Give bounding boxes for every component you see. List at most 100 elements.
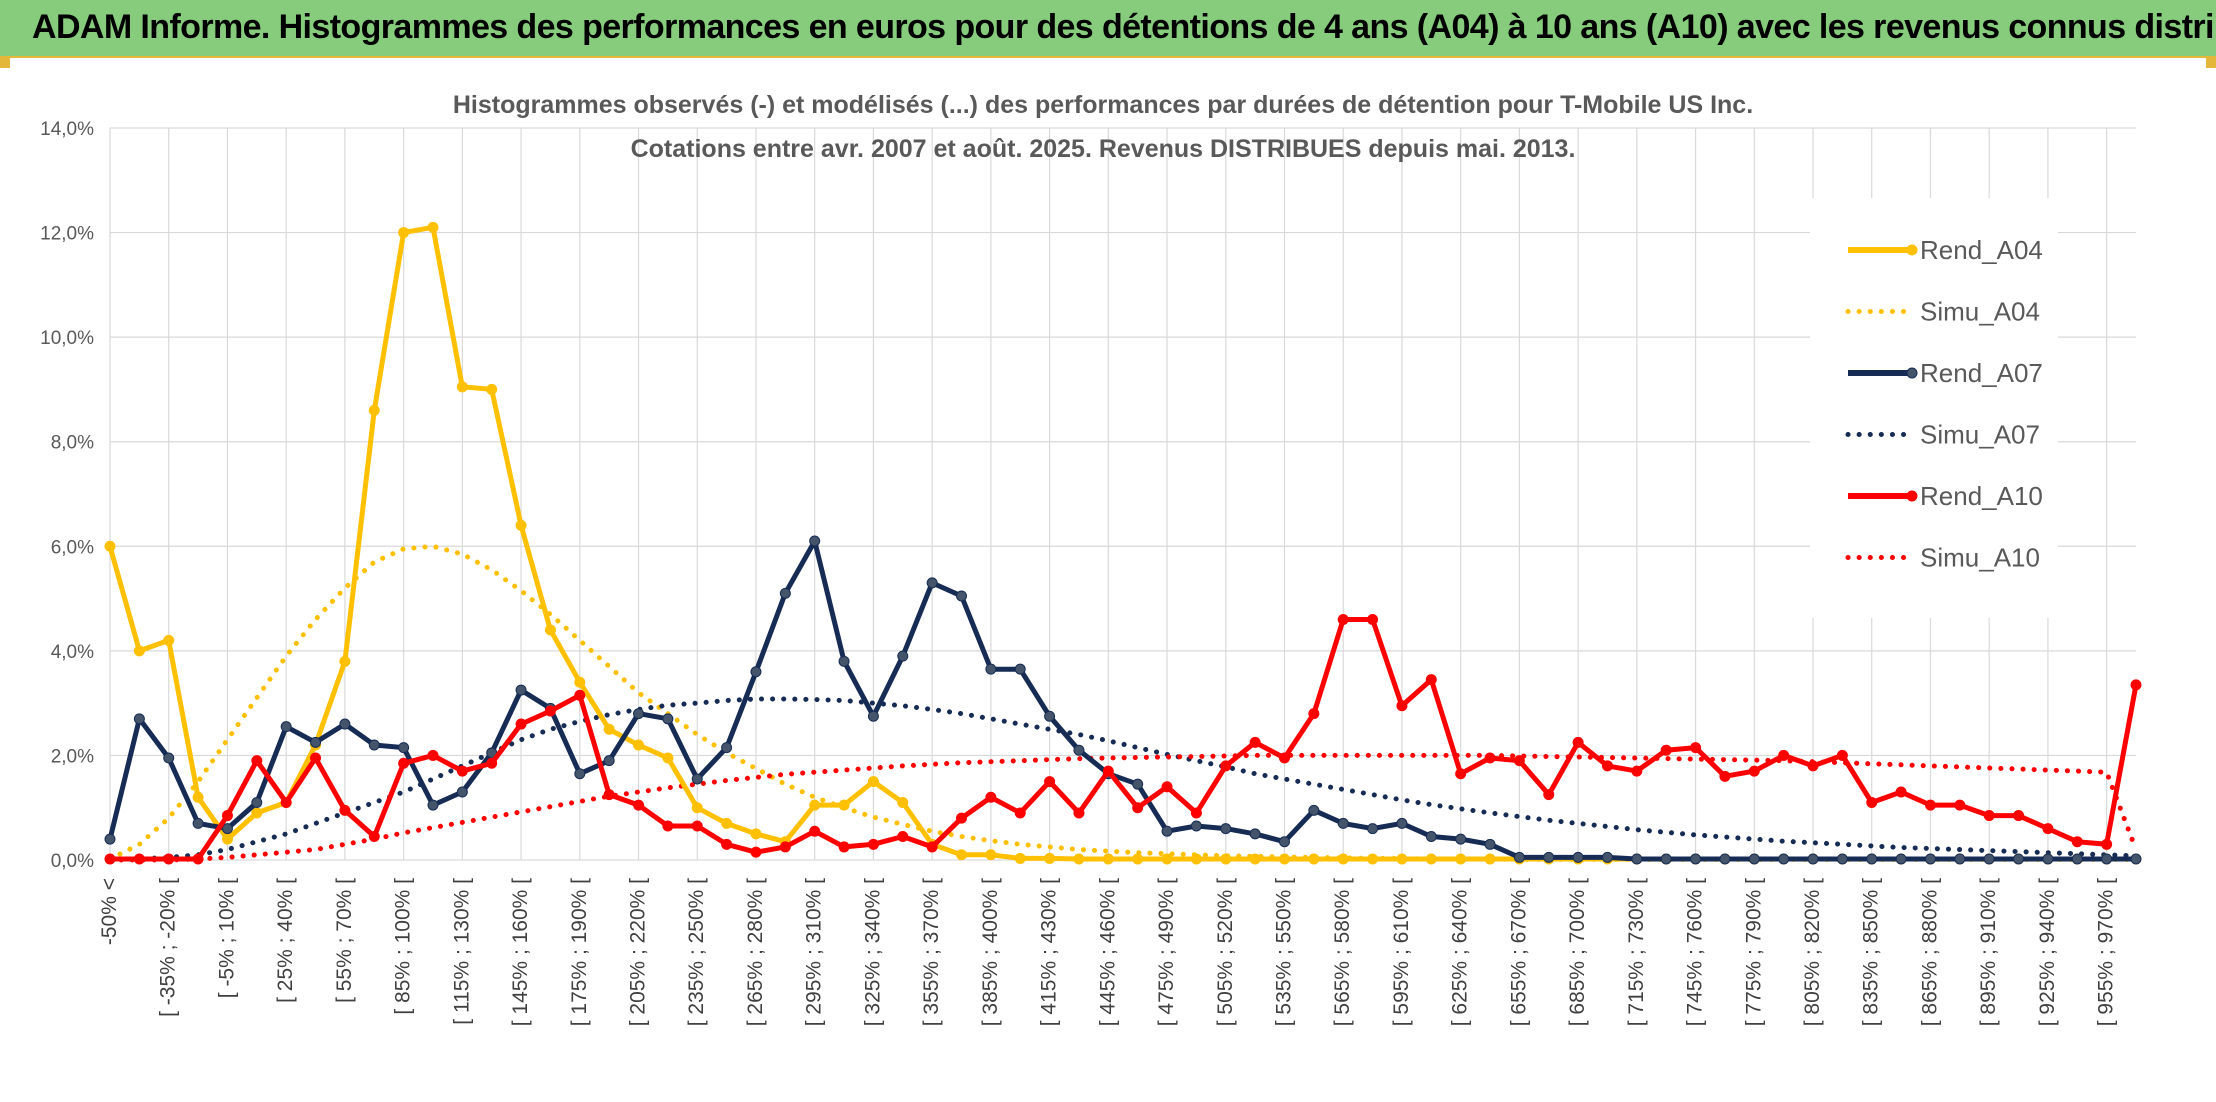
x-tick-label: [ 775% ; 790% [ xyxy=(1742,878,1765,1026)
data-point xyxy=(779,841,791,853)
data-point xyxy=(456,765,468,777)
data-point xyxy=(1190,807,1202,819)
data-point xyxy=(2101,853,2113,865)
data-point xyxy=(809,535,821,547)
data-point xyxy=(691,802,703,814)
data-point xyxy=(838,799,850,811)
x-tick-label: [ 565% ; 580% [ xyxy=(1331,878,1354,1026)
data-point xyxy=(1161,853,1173,865)
data-point xyxy=(104,833,116,845)
data-point xyxy=(486,383,498,395)
data-point xyxy=(192,853,204,865)
x-tick-label: [ -35% ; -20% [ xyxy=(157,878,180,1017)
data-point xyxy=(1572,851,1584,863)
chart-area: 0,0% 2,0% 4,0% 6,0% 8,0% 10,0% 12,0% 14,0% -50% … xyxy=(0,58,2216,1102)
data-point xyxy=(1132,802,1144,814)
data-point xyxy=(897,830,909,842)
legend-label: Rend_A04 xyxy=(1920,235,2043,265)
x-tick-label: [ 895% ; 910% [ xyxy=(1977,878,2000,1026)
data-point xyxy=(398,227,410,239)
x-tick-label: [ 925% ; 940% [ xyxy=(2036,878,2059,1026)
x-tick-label: [ 325% ; 340% [ xyxy=(861,878,884,1026)
data-point xyxy=(221,833,233,845)
data-point xyxy=(1836,853,1848,865)
data-point xyxy=(1220,853,1232,865)
data-point xyxy=(427,799,439,811)
data-point xyxy=(1249,736,1261,748)
data-point xyxy=(662,820,674,832)
data-point xyxy=(1807,760,1819,772)
data-point xyxy=(1132,853,1144,865)
legend-label: Simu_A04 xyxy=(1920,297,2040,327)
data-point xyxy=(1778,749,1790,761)
header-banner: ADAM Informe. Histogrammes des performan… xyxy=(0,0,2216,58)
legend-label: Rend_A10 xyxy=(1920,481,2043,511)
data-point xyxy=(192,791,204,803)
data-point xyxy=(1690,853,1702,865)
data-point xyxy=(897,650,909,662)
data-point xyxy=(1337,817,1349,829)
data-point xyxy=(1631,765,1643,777)
data-point xyxy=(133,853,145,865)
data-point xyxy=(310,752,322,764)
data-point xyxy=(1983,810,1995,822)
data-point xyxy=(1308,804,1320,816)
data-point xyxy=(985,849,997,861)
data-point xyxy=(1719,770,1731,782)
data-point xyxy=(1102,765,1114,777)
x-tick-label: [ 145% ; 160% [ xyxy=(509,878,532,1026)
data-point xyxy=(1601,760,1613,772)
data-point xyxy=(368,739,380,751)
x-tick-label: [ 265% ; 280% [ xyxy=(744,878,767,1026)
data-point xyxy=(1249,828,1261,840)
data-point xyxy=(1748,853,1760,865)
legend-marker xyxy=(1906,490,1918,502)
data-point xyxy=(280,721,292,733)
series-line-Simu_A10 xyxy=(107,752,2139,863)
data-point xyxy=(221,810,233,822)
data-point xyxy=(603,723,615,735)
data-point xyxy=(398,742,410,754)
series-line-Rend_A10 xyxy=(110,617,2139,862)
data-point xyxy=(809,799,821,811)
data-point xyxy=(1690,742,1702,754)
data-point xyxy=(1660,744,1672,756)
x-tick-label: [ 595% ; 610% [ xyxy=(1390,878,1413,1026)
data-point xyxy=(1073,807,1085,819)
data-point xyxy=(574,689,586,701)
data-point xyxy=(750,666,762,678)
data-point xyxy=(1455,833,1467,845)
data-point xyxy=(1367,823,1379,835)
data-point xyxy=(368,830,380,842)
legend-label: Simu_A07 xyxy=(1920,420,2040,450)
legend-marker xyxy=(1906,367,1918,379)
data-point xyxy=(1014,852,1026,864)
data-point xyxy=(1455,853,1467,865)
data-point xyxy=(2071,853,2083,865)
data-point xyxy=(1161,825,1173,837)
x-tick-label: [ 655% ; 670% [ xyxy=(1507,878,1530,1026)
data-point xyxy=(1719,853,1731,865)
data-point xyxy=(2101,838,2113,850)
data-point xyxy=(1513,755,1525,767)
data-point xyxy=(1073,853,1085,865)
data-point xyxy=(251,807,263,819)
x-tick-label: [ 715% ; 730% [ xyxy=(1625,878,1648,1026)
data-point xyxy=(1924,853,1936,865)
data-point xyxy=(1631,853,1643,865)
data-point xyxy=(1807,853,1819,865)
data-point xyxy=(2013,853,2025,865)
data-point xyxy=(1220,823,1232,835)
x-tick-label: [ 955% ; 970% [ xyxy=(2095,878,2118,1026)
series-line-Simu_A07 xyxy=(107,696,2139,863)
x-tick-label: [ 85% ; 100% [ xyxy=(392,878,415,1015)
data-point xyxy=(1425,853,1437,865)
data-point xyxy=(486,757,498,769)
data-point xyxy=(838,655,850,667)
data-point xyxy=(221,823,233,835)
data-point xyxy=(662,713,674,725)
data-point xyxy=(985,791,997,803)
data-point xyxy=(721,817,733,829)
x-tick-label: [ 865% ; 880% [ xyxy=(1918,878,1941,1026)
data-point xyxy=(691,820,703,832)
